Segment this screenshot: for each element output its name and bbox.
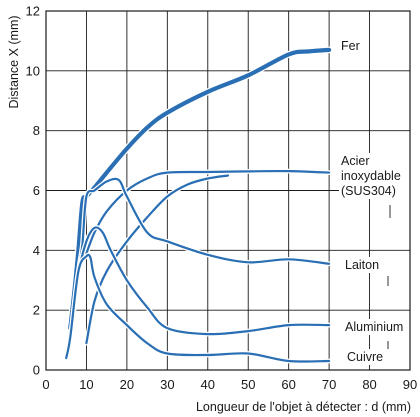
series-labels: Fer Acier inoxydable (SUS304) Laiton Aluminiu… [339, 38, 414, 365]
x-tick-label: 40 [201, 377, 215, 392]
series-label-bg-fer [339, 38, 365, 54]
x-tick-labels: 0 10 20 30 40 50 60 70 80 90 [42, 377, 417, 392]
x-tick-label: 90 [403, 377, 417, 392]
series-label-aluminium: Aluminium [345, 320, 403, 334]
x-tick-label: 70 [322, 377, 336, 392]
series-line-fer [68, 47, 332, 331]
x-tick-label: 10 [79, 377, 93, 392]
series-label-acier-inoxydable-sus304: Acier inoxydable (SUS304) [341, 154, 401, 198]
x-tick-label: 0 [42, 377, 49, 392]
series-label-bg-aluminium [343, 319, 411, 335]
y-tick-label: 4 [33, 243, 40, 258]
x-tick-label: 30 [160, 377, 174, 392]
series-line-aluminium [69, 226, 331, 345]
series-line-laiton [69, 177, 331, 342]
y-axis-label: Distance X (mm) [7, 15, 21, 108]
x-axis-label: Longueur de l'objet à détecter : d (mm) [196, 400, 411, 414]
x-tick-label: 80 [362, 377, 376, 392]
series-label-bg-laiton [343, 257, 390, 273]
x-tick-label: 60 [281, 377, 295, 392]
series-lines [63, 46, 333, 364]
series-label-bg-acier-inoxydable-sus304 [339, 153, 414, 199]
y-tick-label: 6 [33, 183, 40, 198]
series-label-laiton: Laiton [345, 258, 379, 272]
series-line-cuivre [65, 253, 331, 363]
y-tick-label: 12 [26, 4, 40, 19]
plot-frame [45, 10, 411, 371]
y-tick-labels: 0 2 4 6 8 10 12 [26, 4, 40, 378]
y-tick-label: 2 [33, 303, 40, 318]
y-tick-label: 8 [33, 123, 40, 138]
y-tick-label: 10 [26, 63, 40, 78]
series-label-cuivre: Cuivre [347, 350, 383, 364]
series-line-acier-inoxydable-sus304 [85, 169, 331, 255]
y-tick-label: 0 [33, 363, 40, 378]
series-label-bg-cuivre [345, 349, 392, 365]
x-tick-label: 20 [120, 377, 134, 392]
x-tick-label: 50 [241, 377, 255, 392]
series-label-fer: Fer [341, 39, 360, 53]
